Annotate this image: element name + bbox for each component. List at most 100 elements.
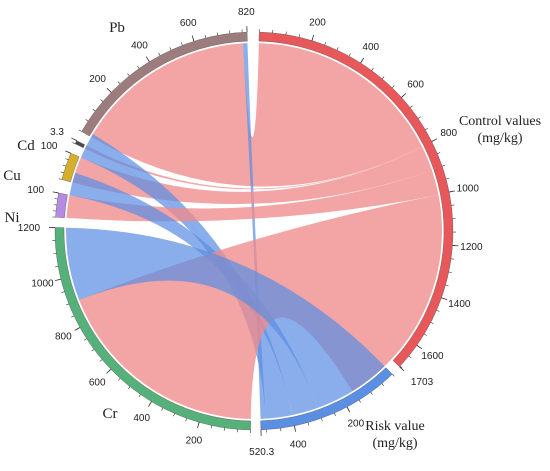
label-control: Control values <box>459 114 541 129</box>
end-label-risk: 520.3 <box>249 447 274 458</box>
tick-label-control: 1200 <box>460 242 483 253</box>
minor-tick <box>117 378 121 381</box>
minor-tick <box>298 34 301 38</box>
tick-label-cr: 400 <box>133 413 150 424</box>
end-tick <box>65 150 71 154</box>
major-tick <box>148 401 152 407</box>
ribbon-cr-risk <box>66 227 385 408</box>
major-tick <box>106 87 112 93</box>
minor-tick <box>430 322 434 324</box>
major-tick <box>74 327 81 331</box>
tick-label-control: 1400 <box>448 299 471 310</box>
minor-tick <box>409 105 413 108</box>
tick-label-cr: 800 <box>55 332 72 343</box>
minor-tick <box>392 373 395 377</box>
minor-tick <box>181 42 183 46</box>
minor-tick <box>137 65 140 69</box>
minor-tick <box>399 365 403 369</box>
ribbon-ni-control <box>66 170 439 222</box>
label-cu: Cu <box>3 168 21 184</box>
minor-tick <box>436 309 440 312</box>
minor-tick <box>425 127 429 130</box>
minor-tick <box>100 99 104 102</box>
minor-tick <box>424 333 427 336</box>
minor-tick <box>58 178 62 180</box>
minor-tick <box>216 32 219 36</box>
minor-tick <box>381 76 385 79</box>
minor-tick <box>83 338 87 341</box>
tick-label-control: 800 <box>440 128 457 139</box>
major-tick <box>294 425 297 432</box>
minor-tick <box>62 164 66 167</box>
label-cd: Cd <box>17 138 35 154</box>
minor-tick <box>204 34 207 39</box>
ribbons <box>66 43 443 419</box>
tick-label-risk: 400 <box>290 439 307 450</box>
minor-tick <box>371 67 374 71</box>
label-risk: Risk value <box>365 419 425 434</box>
label-cr: Cr <box>103 406 118 422</box>
ribbon-cu-risk <box>80 134 293 419</box>
minor-tick <box>91 349 95 352</box>
major-tick <box>145 56 150 62</box>
arc-risk <box>260 367 393 431</box>
end-label-pb: 820 <box>238 7 255 18</box>
minor-tick <box>446 177 450 180</box>
arc-ni <box>55 192 68 218</box>
segment-labels: Control values (mg/kg) Risk value (mg/kg) Cr… <box>3 20 541 451</box>
minor-tick <box>92 108 96 112</box>
end-label-cd: 3.3 <box>50 127 64 138</box>
minor-tick <box>336 47 339 51</box>
major-tick <box>106 368 112 374</box>
arc-cu <box>61 152 80 183</box>
minor-tick <box>72 142 76 145</box>
minor-tick <box>210 425 213 429</box>
end-tick <box>399 366 405 372</box>
tick-label-control: 1600 <box>421 351 444 362</box>
end-label-cu: 100 <box>41 141 58 152</box>
major-tick <box>311 34 315 41</box>
end-tick <box>52 191 59 194</box>
minor-tick <box>348 53 351 57</box>
tick-label-pb: 400 <box>131 41 148 52</box>
major-tick <box>401 93 407 98</box>
minor-tick <box>437 152 441 154</box>
tick-label-cr: 1000 <box>31 279 54 290</box>
minor-tick <box>65 303 69 306</box>
label-pb: Pb <box>109 20 125 36</box>
minor-tick <box>370 391 373 395</box>
minor-tick <box>128 386 131 390</box>
major-tick <box>416 344 423 350</box>
minor-tick <box>161 407 164 411</box>
tick-label-control: 400 <box>362 42 379 53</box>
arc-pb <box>81 31 248 137</box>
major-tick <box>449 190 456 193</box>
end-label-control: 1703 <box>411 377 434 388</box>
ribbon-pb-control <box>91 43 422 187</box>
minor-tick <box>71 315 75 318</box>
ribbon-cd-control <box>85 145 423 190</box>
minor-tick <box>408 355 412 359</box>
major-tick <box>197 422 200 429</box>
minor-tick <box>158 52 161 56</box>
label-risk-unit: (mg/kg) <box>372 436 417 451</box>
tick-label-pb: 200 <box>89 74 106 85</box>
tick-label-risk: 200 <box>348 419 365 430</box>
tick-label-control: 600 <box>407 80 424 91</box>
minor-tick <box>61 291 65 293</box>
minor-tick <box>78 129 82 132</box>
minor-tick <box>358 399 361 403</box>
minor-tick <box>99 359 103 362</box>
major-tick <box>54 278 62 281</box>
arc-cd <box>74 140 85 148</box>
minor-tick <box>448 271 452 273</box>
major-tick <box>431 138 438 142</box>
end-label-ni: 100 <box>27 185 44 196</box>
tick-label-cr: 600 <box>89 377 106 388</box>
major-tick <box>191 35 195 42</box>
tick-label-control: 1000 <box>457 183 480 194</box>
minor-tick <box>138 394 141 398</box>
tick-label-control: 200 <box>309 17 326 28</box>
end-tick <box>71 137 77 142</box>
